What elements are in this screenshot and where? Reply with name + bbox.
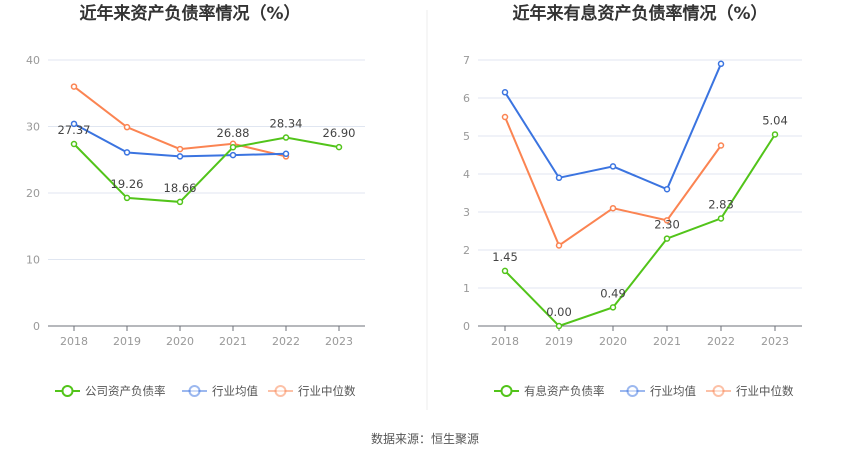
data-point <box>609 304 617 311</box>
data-point <box>609 204 617 212</box>
y-tick-label: 10 <box>26 254 40 267</box>
x-tick-label: 2022 <box>707 335 735 348</box>
data-label: 28.34 <box>270 117 303 131</box>
data-label: 5.04 <box>762 113 788 127</box>
data-point <box>176 153 184 160</box>
data-point <box>663 235 671 242</box>
x-tick-label: 2023 <box>325 335 353 348</box>
data-label: 19.26 <box>111 177 144 191</box>
data-point <box>717 215 725 222</box>
data-point <box>555 242 563 249</box>
legend-marker <box>626 385 639 397</box>
data-point <box>717 142 725 149</box>
y-tick-label: 6 <box>463 92 470 105</box>
data-label: 0.49 <box>600 286 626 300</box>
data-point <box>555 322 563 330</box>
data-point <box>229 143 237 151</box>
data-label: 27.37 <box>58 123 91 137</box>
y-tick-label: 5 <box>463 130 470 143</box>
x-tick-label: 2019 <box>545 335 573 348</box>
data-point <box>771 131 779 138</box>
data-point <box>282 134 290 141</box>
legend-marker <box>500 385 513 397</box>
data-label: 2.83 <box>708 197 734 211</box>
data-label: 18.66 <box>164 181 197 195</box>
legend-item[interactable]: 行业中位数 <box>736 384 794 398</box>
y-tick-label: 30 <box>26 121 40 134</box>
data-label: 2.30 <box>654 218 680 232</box>
data-label: 26.90 <box>323 126 356 140</box>
y-tick-label: 0 <box>463 320 470 333</box>
legend-item[interactable]: 行业均值 <box>650 384 696 398</box>
y-tick-label: 0 <box>33 320 40 333</box>
y-tick-label: 7 <box>463 54 470 67</box>
legend-item[interactable]: 行业中位数 <box>298 384 356 398</box>
legend-marker <box>188 385 201 397</box>
legend-item[interactable]: 公司资产负债率 <box>85 384 166 398</box>
y-tick-label: 3 <box>463 206 470 219</box>
x-tick-label: 2023 <box>761 335 789 348</box>
source-text: 数据来源：恒生聚源 <box>371 431 479 446</box>
data-point <box>176 198 184 206</box>
data-point <box>70 83 78 90</box>
y-tick-label: 4 <box>463 168 470 181</box>
y-tick-label: 1 <box>463 282 470 295</box>
data-point <box>282 150 290 158</box>
y-tick-label: 40 <box>26 54 40 67</box>
data-point <box>229 151 237 159</box>
x-tick-label: 2019 <box>113 335 141 348</box>
x-tick-label: 2021 <box>653 335 681 348</box>
series-line-0 <box>504 133 776 328</box>
x-tick-label: 2020 <box>166 335 194 348</box>
data-point <box>555 174 563 182</box>
data-point <box>123 123 131 131</box>
x-tick-label: 2018 <box>60 335 88 348</box>
data-point <box>501 113 509 121</box>
data-point <box>123 194 131 202</box>
chart-title: 近年来有息资产负债率情况（%） <box>512 3 767 24</box>
chart-title: 近年来资产负债率情况（%） <box>79 3 300 24</box>
legend-item[interactable]: 行业均值 <box>212 384 258 398</box>
data-label: 26.88 <box>217 126 250 140</box>
y-tick-label: 20 <box>26 187 40 200</box>
x-tick-label: 2020 <box>599 335 627 348</box>
data-point <box>609 163 617 170</box>
data-point <box>176 145 184 153</box>
data-point <box>335 143 343 151</box>
data-point <box>663 217 671 224</box>
data-point <box>501 89 509 96</box>
data-point <box>501 267 509 275</box>
y-tick-label: 2 <box>463 244 470 257</box>
legend-marker <box>61 385 74 397</box>
x-tick-label: 2022 <box>272 335 300 348</box>
series-line-1 <box>504 63 722 191</box>
x-tick-label: 2021 <box>219 335 247 348</box>
data-point <box>70 120 78 128</box>
series-line-0 <box>73 136 340 203</box>
data-label: 0.00 <box>546 305 572 319</box>
legend-marker <box>274 385 287 397</box>
legend-marker <box>712 385 725 397</box>
x-tick-label: 2018 <box>491 335 519 348</box>
data-point <box>717 60 725 68</box>
data-point <box>70 140 78 148</box>
data-label: 1.45 <box>492 250 518 264</box>
legend-item[interactable]: 有息资产负债率 <box>524 384 605 398</box>
data-point <box>123 149 131 156</box>
data-point <box>663 185 671 193</box>
